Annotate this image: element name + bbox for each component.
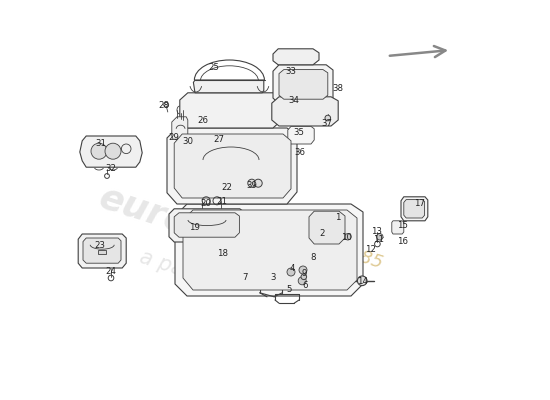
Polygon shape — [404, 200, 425, 218]
Polygon shape — [273, 65, 333, 104]
Polygon shape — [279, 70, 328, 99]
Circle shape — [254, 179, 262, 187]
Polygon shape — [172, 117, 188, 139]
Text: 33: 33 — [285, 68, 296, 76]
Text: 17: 17 — [414, 200, 425, 208]
Circle shape — [358, 276, 367, 286]
Text: eurosport: eurosport — [95, 181, 295, 275]
Text: 32: 32 — [106, 164, 117, 173]
Text: 28: 28 — [158, 102, 169, 110]
Text: 23: 23 — [94, 242, 105, 250]
Circle shape — [377, 234, 383, 240]
Text: 22: 22 — [222, 184, 233, 192]
Text: 2: 2 — [320, 230, 325, 238]
Polygon shape — [288, 126, 314, 144]
Polygon shape — [175, 204, 363, 296]
Circle shape — [299, 266, 307, 274]
Polygon shape — [273, 49, 319, 65]
Text: 25: 25 — [208, 64, 219, 72]
Circle shape — [345, 234, 351, 240]
Text: 31: 31 — [96, 140, 107, 148]
Text: 16: 16 — [398, 238, 409, 246]
Polygon shape — [169, 209, 245, 242]
Text: 21: 21 — [217, 198, 228, 206]
Polygon shape — [401, 197, 428, 221]
Circle shape — [91, 143, 107, 159]
Text: 35: 35 — [294, 128, 305, 137]
Text: 4: 4 — [289, 264, 295, 273]
Text: 1: 1 — [336, 214, 341, 222]
Text: 12: 12 — [366, 246, 377, 254]
Text: 24: 24 — [106, 267, 117, 276]
Polygon shape — [392, 221, 404, 234]
Circle shape — [248, 179, 256, 187]
Polygon shape — [309, 211, 345, 244]
Polygon shape — [194, 80, 264, 93]
Text: 29: 29 — [169, 134, 180, 142]
Circle shape — [298, 277, 306, 285]
Polygon shape — [180, 93, 281, 128]
Circle shape — [301, 274, 306, 280]
Text: 34: 34 — [289, 96, 300, 105]
Polygon shape — [272, 97, 338, 126]
Text: 36: 36 — [294, 148, 305, 157]
Text: 38: 38 — [333, 84, 344, 93]
Polygon shape — [174, 213, 239, 237]
Polygon shape — [78, 234, 126, 268]
Polygon shape — [98, 250, 106, 254]
Circle shape — [287, 268, 295, 276]
Text: 9: 9 — [301, 270, 306, 278]
Text: 26: 26 — [197, 116, 208, 125]
Text: 11: 11 — [373, 236, 384, 244]
Text: 13: 13 — [371, 228, 382, 236]
Text: 15: 15 — [398, 222, 409, 230]
Text: 3: 3 — [270, 274, 276, 282]
Text: a passion: a passion — [137, 247, 237, 297]
Circle shape — [325, 115, 331, 121]
Text: 14: 14 — [358, 278, 368, 286]
Text: 27: 27 — [213, 136, 224, 144]
Polygon shape — [183, 210, 357, 290]
Circle shape — [105, 143, 121, 159]
Text: 6: 6 — [302, 282, 308, 290]
Polygon shape — [83, 238, 121, 263]
Text: 7: 7 — [242, 274, 248, 282]
Text: 37: 37 — [322, 119, 333, 128]
Text: 30: 30 — [182, 138, 193, 146]
Text: 39: 39 — [246, 182, 257, 190]
Text: 10: 10 — [342, 234, 353, 242]
Text: since 1985: since 1985 — [285, 224, 384, 272]
Polygon shape — [174, 134, 291, 198]
Polygon shape — [167, 128, 297, 204]
Text: 8: 8 — [310, 254, 316, 262]
Text: 18: 18 — [217, 250, 228, 258]
Text: 20: 20 — [201, 200, 212, 208]
Polygon shape — [80, 136, 142, 167]
Text: 5: 5 — [286, 286, 292, 294]
Text: 19: 19 — [189, 224, 200, 232]
